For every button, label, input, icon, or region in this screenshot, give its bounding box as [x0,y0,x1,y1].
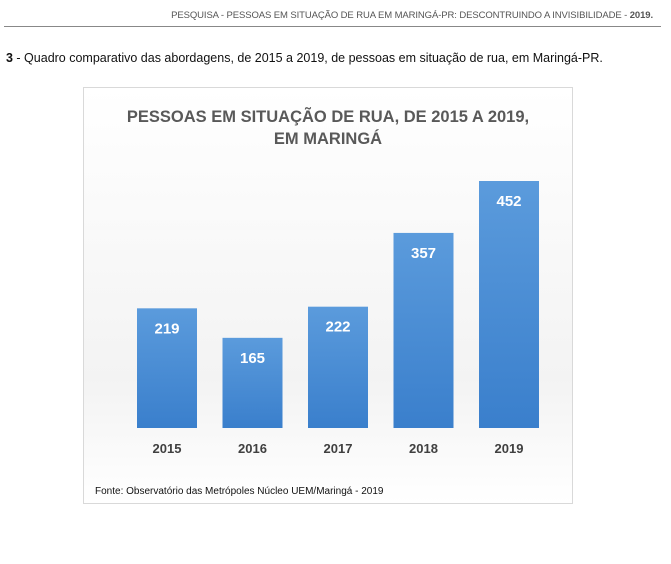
x-tick-label-2017: 2017 [324,441,353,456]
data-label-2018: 357 [411,245,436,262]
caption-text: - Quadro comparativo das abordagens, de … [12,51,603,65]
chart: PESSOAS EM SITUAÇÃO DE RUA, DE 2015 A 20… [83,87,573,504]
chart-title-line1: PESSOAS EM SITUAÇÃO DE RUA, DE 2015 A 20… [126,108,530,126]
x-tick-label-2018: 2018 [409,441,438,456]
caption-number: 3 [6,51,13,65]
data-label-2016: 165 [240,350,265,367]
bar-2016 [222,337,283,428]
header-rule [4,26,661,27]
running-header: PESQUISA - PESSOAS EM SITUAÇÃO DE RUA EM… [171,10,653,21]
chart-source: Fonte: Observatório das Metrópoles Núcle… [95,486,384,497]
x-tick-label-2019: 2019 [495,441,524,456]
figure-caption: 3 - Quadro comparativo das abordagens, d… [6,51,603,65]
data-label-2015: 219 [154,320,179,337]
x-tick-label-2015: 2015 [153,441,182,456]
bar-2017 [308,306,368,428]
header-year: 2019. [629,10,653,21]
chart-title-line2: EM MARINGÁ [273,130,383,148]
bar-2015 [137,308,197,428]
data-label-2017: 222 [325,319,350,336]
bar-plot: 219 2015 165 2016 222 2017 357 2018 452 2019 [137,181,539,456]
bar-2019 [479,181,539,428]
x-tick-label-2016: 2016 [238,441,267,456]
header-text: PESQUISA - PESSOAS EM SITUAÇÃO DE RUA EM… [171,10,630,21]
bar-2018 [393,232,454,428]
chart-title: PESSOAS EM SITUAÇÃO DE RUA, DE 2015 A 20… [84,106,572,150]
data-label-2019: 452 [496,193,521,210]
